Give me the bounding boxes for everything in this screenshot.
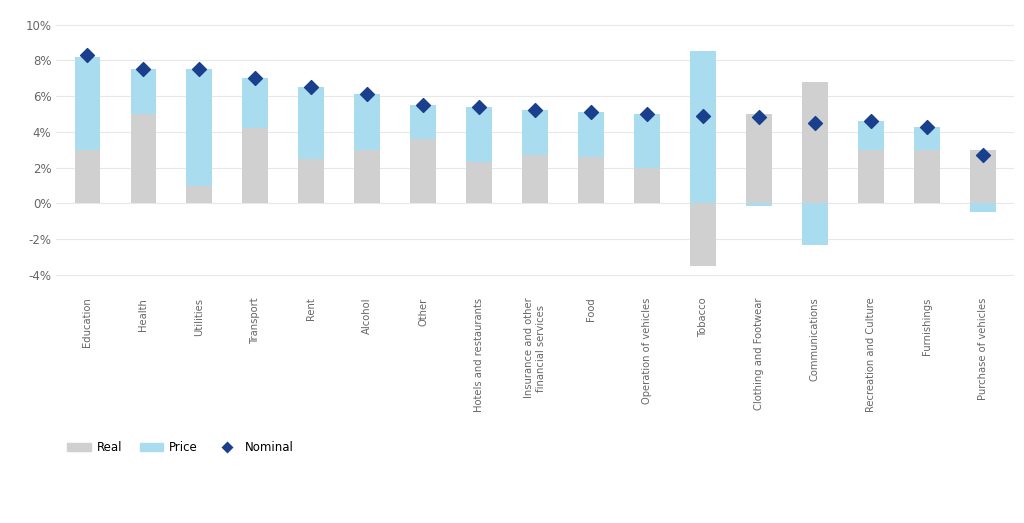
Bar — [690, 203, 716, 266]
Bar — [690, 51, 716, 203]
Bar — [914, 150, 940, 203]
Bar — [467, 162, 492, 203]
Point — [135, 65, 152, 74]
Point — [919, 122, 935, 131]
Point — [807, 119, 823, 127]
Point — [639, 110, 655, 118]
Point — [358, 90, 375, 98]
Point — [415, 101, 431, 109]
Bar — [746, 114, 772, 203]
Bar — [858, 150, 884, 203]
Bar — [75, 57, 99, 150]
Bar — [635, 168, 659, 203]
Bar — [243, 128, 267, 203]
Bar — [522, 110, 548, 155]
Bar — [411, 139, 435, 203]
Bar — [354, 150, 380, 203]
Bar — [914, 127, 940, 150]
Bar — [130, 70, 156, 114]
Bar — [803, 203, 827, 245]
Bar — [803, 82, 827, 203]
Bar — [411, 105, 435, 139]
Point — [303, 83, 319, 92]
Bar — [579, 112, 603, 157]
Bar — [186, 70, 212, 186]
Bar — [579, 157, 603, 203]
Point — [863, 117, 880, 126]
Bar — [186, 186, 212, 203]
Bar — [522, 155, 548, 203]
Point — [695, 111, 712, 120]
Bar — [354, 94, 380, 150]
Point — [79, 51, 95, 59]
Bar — [130, 114, 156, 203]
Bar — [971, 203, 995, 212]
Point — [526, 106, 543, 115]
Point — [471, 103, 487, 111]
Bar — [635, 114, 659, 168]
Bar — [858, 121, 884, 150]
Bar — [467, 107, 492, 162]
Point — [247, 74, 263, 83]
Bar — [746, 203, 772, 206]
Point — [190, 65, 207, 74]
Point — [751, 112, 767, 121]
Bar — [971, 150, 995, 203]
Legend: Real, Price, Nominal: Real, Price, Nominal — [62, 436, 299, 459]
Bar — [243, 78, 267, 128]
Bar — [298, 87, 324, 159]
Bar — [75, 150, 99, 203]
Point — [975, 151, 991, 160]
Bar — [298, 159, 324, 203]
Point — [583, 108, 599, 117]
